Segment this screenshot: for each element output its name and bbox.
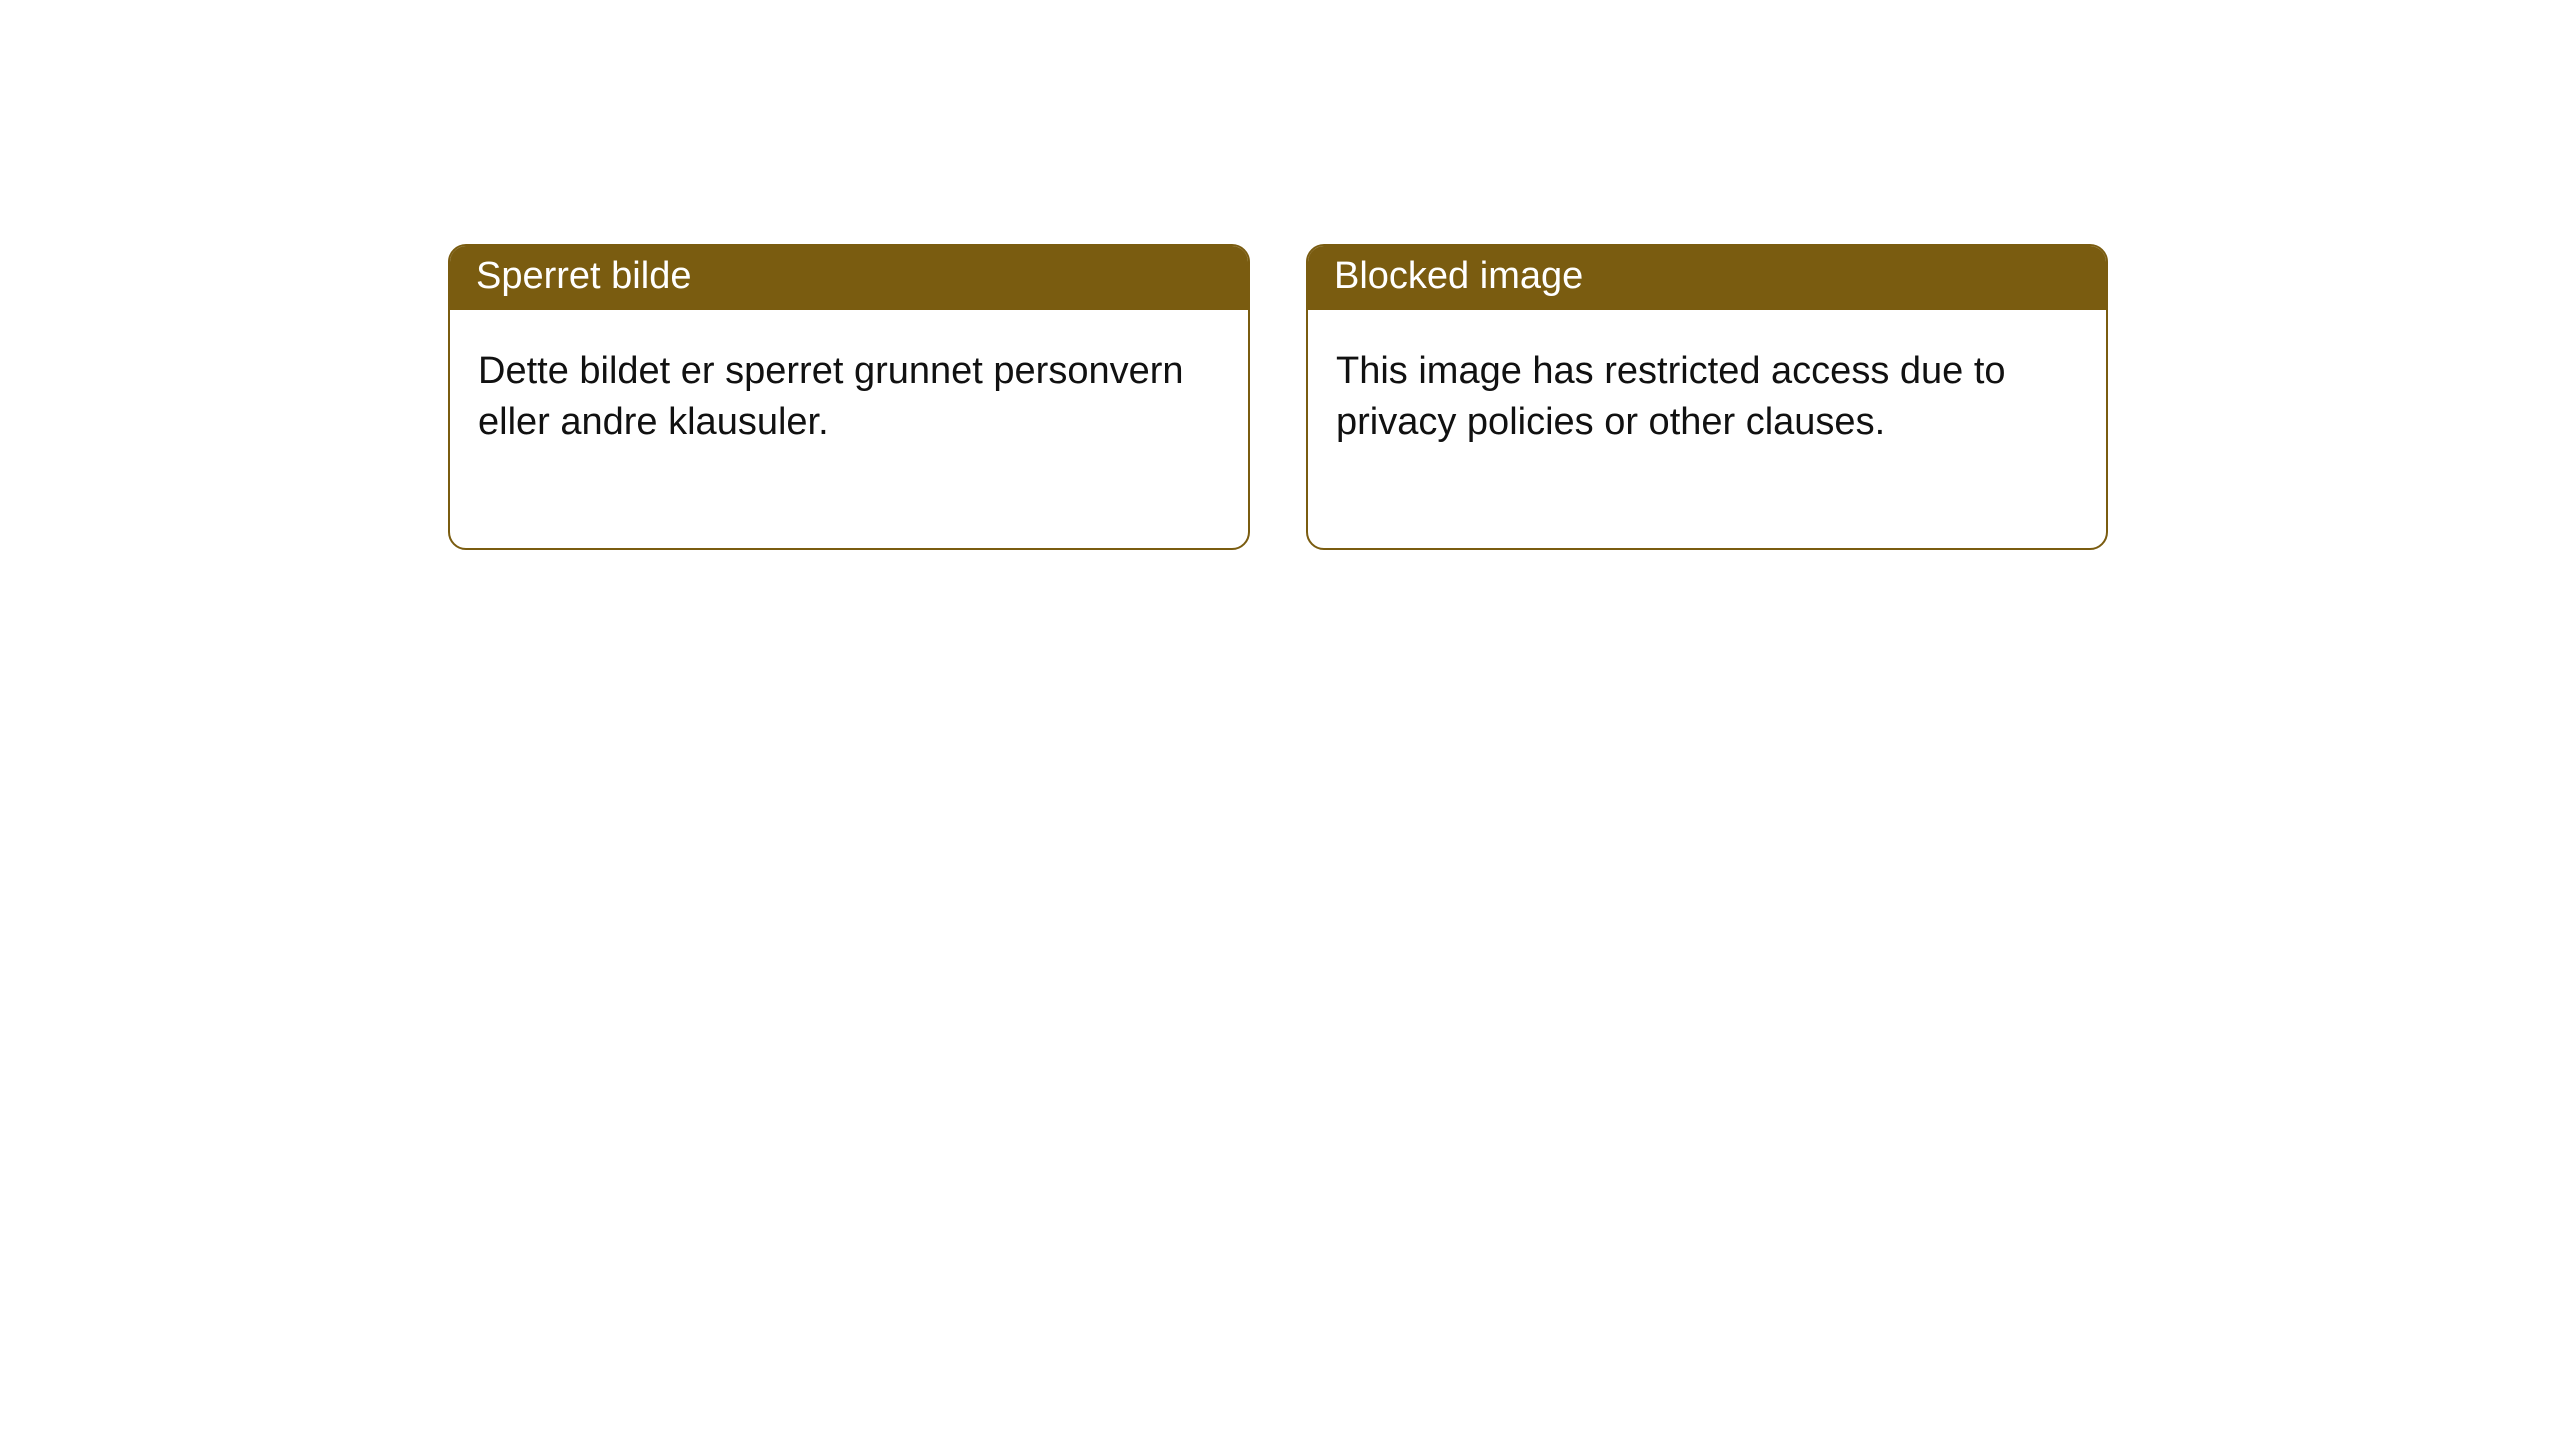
card-body: Dette bildet er sperret grunnet personve…	[450, 310, 1248, 549]
notice-cards-container: Sperret bilde Dette bildet er sperret gr…	[448, 244, 2108, 550]
card-header: Blocked image	[1308, 246, 2106, 310]
notice-card-english: Blocked image This image has restricted …	[1306, 244, 2108, 550]
notice-card-norwegian: Sperret bilde Dette bildet er sperret gr…	[448, 244, 1250, 550]
card-header: Sperret bilde	[450, 246, 1248, 310]
card-body: This image has restricted access due to …	[1308, 310, 2106, 549]
